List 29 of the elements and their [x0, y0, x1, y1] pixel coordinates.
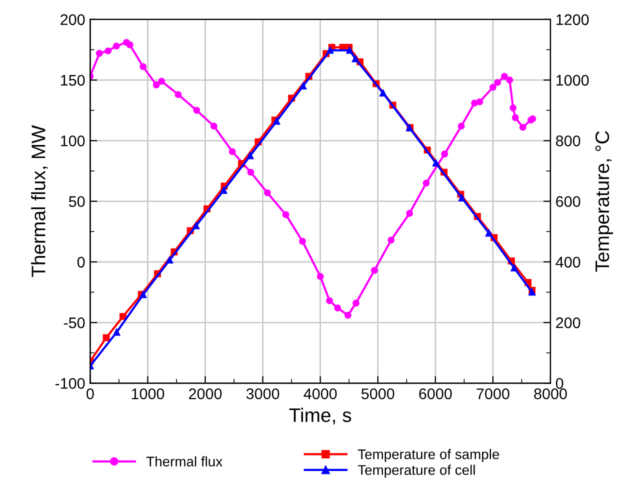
legend-label: Temperature of sample	[358, 449, 500, 462]
legend-label: Thermal flux	[146, 456, 222, 466]
x-axis-title: Time, s	[289, 408, 352, 424]
y2-tick-label: 800	[556, 136, 580, 146]
x-tick-label: 1000	[132, 388, 164, 400]
y2-tick-label: 400	[556, 256, 580, 268]
y2-tick-label: 0	[556, 378, 564, 389]
y-tick-label: 100	[61, 136, 85, 146]
x-tick-label: 2000	[189, 388, 222, 400]
y2-tick-label: 600	[556, 196, 580, 207]
y2-axis-title: Temperature, °C	[595, 131, 613, 272]
legend-label: Temperature of cell	[358, 464, 475, 478]
x-tick-label: 4000	[304, 388, 337, 400]
x-tick-label: 6000	[419, 388, 452, 400]
x-tick-label: 7000	[476, 388, 510, 400]
y-tick-label: 200	[60, 14, 85, 26]
y2-tick-label: 200	[556, 317, 580, 328]
x-tick-label: 8000	[534, 388, 567, 400]
y-tick-label: 0	[77, 256, 85, 268]
x-tick-label: 5000	[361, 388, 394, 400]
y2-tick-label: 1200	[556, 14, 589, 26]
y-axis-title: Thermal flux, MW	[31, 125, 48, 277]
y2-tick-label: 1000	[556, 74, 589, 86]
y-tick-label: 50	[68, 196, 85, 207]
y-tick-label: -100	[55, 378, 85, 389]
x-tick-label: 0	[86, 388, 94, 400]
y-tick-label: -50	[64, 317, 85, 328]
x-tick-label: 3000	[246, 388, 280, 400]
y-tick-label: 150	[61, 74, 85, 86]
